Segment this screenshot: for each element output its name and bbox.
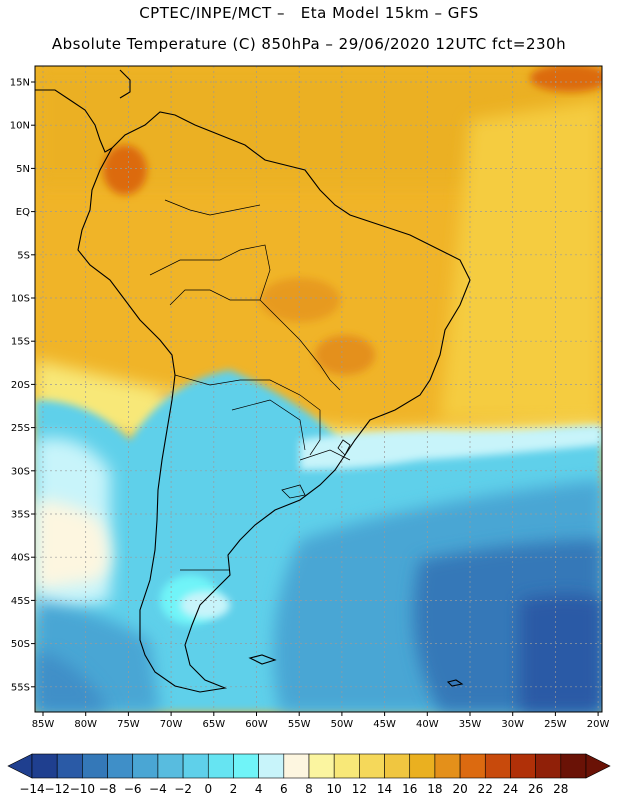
colorbar-swatch: [384, 753, 411, 779]
colorbar-swatch: [207, 753, 234, 779]
lon-label: 60W: [245, 719, 268, 730]
colorbar-min-arrow: [7, 753, 33, 779]
colorbar-label: 8: [305, 782, 313, 796]
lon-label: 30W: [501, 719, 524, 730]
lon-label: 20W: [587, 719, 610, 730]
colorbar-label: 4: [255, 782, 263, 796]
lon-label: 45W: [373, 719, 396, 730]
colorbar-swatch: [82, 753, 108, 779]
colorbar-swatch: [31, 753, 58, 779]
colorbar-label: 20: [452, 782, 467, 796]
colorbar-labels: −14 −12 −10 −8 −6 −4 −2 0 2 4 6 8 10 12 14 16 18 20 22 24 26…: [19, 782, 568, 796]
lat-label: 20S: [11, 380, 30, 391]
map-frame: [34, 65, 603, 713]
lat-label: 55S: [11, 682, 30, 693]
colorbar-label: −4: [149, 782, 167, 796]
colorbar-swatch: [157, 753, 184, 779]
lon-label: 40W: [416, 719, 439, 730]
colorbar-swatch: [484, 753, 511, 779]
colorbar-label: 14: [377, 782, 392, 796]
colorbar-label: −6: [124, 782, 142, 796]
colorbar-label: 2: [230, 782, 238, 796]
colorbar-swatch: [182, 753, 209, 779]
colorbar-swatch: [258, 753, 285, 779]
colorbar-label: −10: [70, 782, 95, 796]
hot-spot-colombia: [103, 145, 147, 195]
chart-title-line1: CPTEC/INPE/MCT – Eta Model 15km – GFS: [139, 4, 479, 22]
lon-label: 65W: [202, 719, 225, 730]
lon-label: 85W: [32, 719, 55, 730]
colorbar-swatch: [308, 753, 335, 779]
lat-label: 15N: [10, 78, 30, 89]
colorbar-label: −2: [174, 782, 192, 796]
lat-label: 30S: [11, 466, 30, 477]
colorbar-swatch: [510, 753, 536, 779]
lat-label: 10S: [11, 294, 30, 305]
colorbar-label: 10: [327, 782, 342, 796]
colorbar-swatch: [283, 753, 310, 779]
lon-label: 50W: [331, 719, 354, 730]
colorbar-label: 12: [352, 782, 367, 796]
lon-label: 55W: [288, 719, 311, 730]
lat-label: 45S: [11, 596, 30, 607]
colorbar-swatch: [409, 753, 436, 779]
latitude-labels: 15N 10N 5N EQ 5S 10S 15S 20S 25S 30S 35S 40S 45S 50S 5…: [10, 78, 35, 693]
colorbar-max-arrow: [585, 753, 611, 779]
lat-label: 35S: [11, 510, 30, 521]
colorbar-swatch: [535, 753, 562, 779]
lat-label: EQ: [16, 207, 30, 218]
colorbar-label: 16: [402, 782, 417, 796]
colorbar-swatch: [132, 753, 159, 779]
colorbar-label: 0: [204, 782, 212, 796]
lat-label: 25S: [11, 423, 30, 434]
colorbar-swatch: [459, 753, 486, 779]
colorbar-swatch: [233, 753, 259, 779]
colorbar-label: 24: [503, 782, 518, 796]
colorbar-label: −12: [45, 782, 70, 796]
colorbar: [7, 753, 611, 779]
lon-label: 80W: [74, 719, 97, 730]
colorbar-label: 18: [427, 782, 442, 796]
colorbar-swatch: [333, 753, 360, 779]
colorbar-label: 26: [528, 782, 543, 796]
chart-title-line2: Absolute Temperature (C) 850hPa – 29/06/…: [51, 35, 567, 53]
lon-label: 35W: [459, 719, 482, 730]
colorbar-label: 28: [553, 782, 568, 796]
longitude-labels: 85W 80W 75W 70W 65W 60W 55W 50W 45W 40W 35W 30W 25W 2…: [32, 712, 610, 730]
lon-label: 70W: [160, 719, 183, 730]
colorbar-label: 22: [478, 782, 493, 796]
colorbar-swatch: [56, 753, 83, 779]
lat-label: 40S: [11, 553, 30, 564]
colorbar-swatch: [107, 753, 134, 779]
lat-label: 5S: [17, 250, 30, 261]
lat-label: 10N: [10, 121, 30, 132]
colorbar-swatch: [560, 753, 587, 779]
lon-label: 25W: [544, 719, 567, 730]
lat-label: 5N: [16, 164, 30, 175]
lat-label: 50S: [11, 639, 30, 650]
lat-label: 15S: [11, 337, 30, 348]
colorbar-swatch: [359, 753, 385, 779]
coastlines: [35, 69, 471, 693]
colorbar-label: 6: [280, 782, 288, 796]
lon-label: 75W: [117, 719, 140, 730]
colorbar-swatch: [434, 753, 461, 779]
temperature-field: [35, 66, 602, 712]
colorbar-label: −14: [19, 782, 44, 796]
colorbar-label: −8: [99, 782, 117, 796]
